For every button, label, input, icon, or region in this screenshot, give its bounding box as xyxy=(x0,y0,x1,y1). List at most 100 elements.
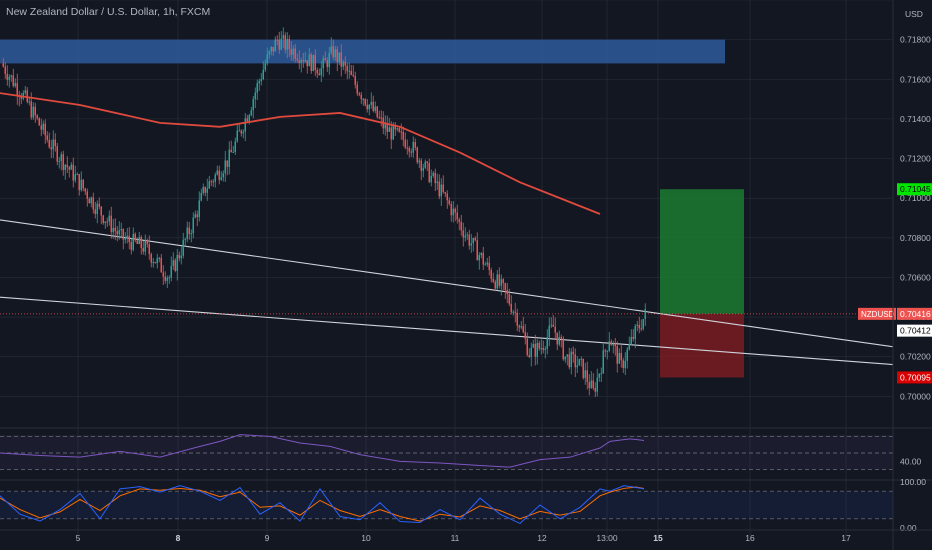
currency-label: USD xyxy=(905,9,923,19)
candle xyxy=(168,277,170,279)
candle xyxy=(346,65,348,72)
candle xyxy=(216,170,218,175)
price-tick-label: 0.70000 xyxy=(900,391,931,401)
candle xyxy=(590,380,592,388)
candle xyxy=(410,151,412,153)
candle xyxy=(326,60,328,68)
candle xyxy=(34,106,36,116)
candle xyxy=(394,124,396,130)
candle xyxy=(610,341,612,346)
candle xyxy=(544,348,546,350)
candle xyxy=(336,49,338,62)
candle xyxy=(188,227,190,235)
moving-average-line xyxy=(0,92,601,215)
price-tick-label: 0.71000 xyxy=(900,193,931,203)
candle xyxy=(574,354,576,368)
candle xyxy=(562,338,564,360)
candle xyxy=(620,353,622,361)
candle xyxy=(200,192,202,201)
candle xyxy=(424,161,426,168)
candle xyxy=(612,343,614,346)
candle xyxy=(264,63,266,70)
candle xyxy=(438,181,440,197)
candle xyxy=(462,230,464,238)
stoch-d-line xyxy=(0,486,645,522)
candle xyxy=(304,60,306,62)
candle xyxy=(360,94,362,100)
candle xyxy=(132,233,134,250)
candle xyxy=(548,325,550,338)
candle xyxy=(416,147,418,163)
candle xyxy=(12,75,14,86)
candle xyxy=(274,39,276,52)
candle xyxy=(414,141,416,148)
symbol-tag-label: NZDUSD xyxy=(861,310,895,319)
candle xyxy=(332,46,334,58)
candle xyxy=(408,148,410,152)
candle xyxy=(72,164,74,181)
candle xyxy=(540,348,542,350)
candle xyxy=(318,73,320,76)
candle xyxy=(446,193,448,201)
candle xyxy=(558,336,560,345)
candle xyxy=(602,350,604,374)
candle xyxy=(378,117,380,119)
candle xyxy=(184,238,186,240)
candle xyxy=(398,128,400,132)
candle xyxy=(266,54,268,64)
candle xyxy=(20,96,22,99)
candle xyxy=(568,354,570,368)
candle xyxy=(238,130,240,132)
candle xyxy=(476,240,478,261)
candle xyxy=(236,130,238,142)
candle xyxy=(340,52,342,67)
candle xyxy=(278,39,280,50)
candles xyxy=(2,27,646,398)
candle xyxy=(444,192,446,194)
candle xyxy=(294,48,296,59)
price-tag-label: 0.70416 xyxy=(900,309,931,319)
candle xyxy=(204,186,206,193)
candle xyxy=(502,279,504,284)
candle xyxy=(506,290,508,295)
loss-zone xyxy=(660,313,744,378)
candle xyxy=(210,181,212,183)
candle xyxy=(110,215,112,233)
candle xyxy=(488,262,490,271)
candle xyxy=(2,63,4,67)
candle xyxy=(352,74,354,77)
candle xyxy=(10,75,12,77)
candle xyxy=(214,174,216,182)
candle xyxy=(524,332,526,339)
candle xyxy=(122,229,124,240)
candle xyxy=(364,98,366,105)
candle xyxy=(276,39,278,41)
candle xyxy=(256,83,258,93)
candle xyxy=(498,274,500,286)
candle xyxy=(100,206,102,216)
candle xyxy=(520,326,522,328)
candle xyxy=(338,52,340,62)
candle xyxy=(118,230,120,235)
candle xyxy=(342,61,344,67)
candle xyxy=(542,348,544,350)
candle xyxy=(226,160,228,167)
stoch-tick-label: 100.00 xyxy=(900,477,926,487)
candle xyxy=(474,237,476,241)
time-tick-label: 10 xyxy=(361,533,371,543)
candle xyxy=(598,373,600,378)
symbol-tag xyxy=(858,307,896,320)
candle xyxy=(642,318,644,329)
candle xyxy=(282,35,284,39)
candle xyxy=(42,123,44,130)
candle xyxy=(156,258,158,264)
candle xyxy=(192,217,194,234)
trendline-2 xyxy=(0,296,894,366)
candle xyxy=(550,324,552,326)
candle xyxy=(430,175,432,183)
candle xyxy=(530,347,532,357)
candle xyxy=(316,70,318,74)
candle xyxy=(584,370,586,378)
candle xyxy=(146,240,148,245)
